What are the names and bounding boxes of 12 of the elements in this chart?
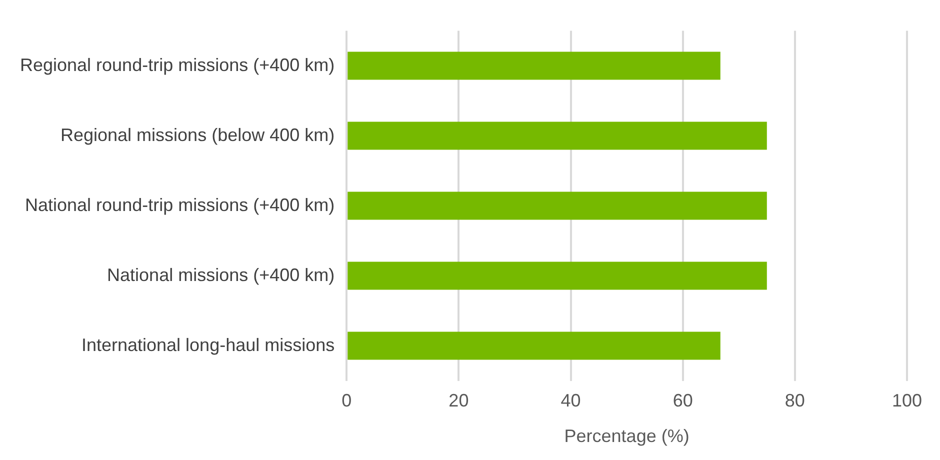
x-axis-title: Percentage (%) <box>564 426 690 446</box>
x-tick-label: 20 <box>448 390 469 411</box>
y-tick-label: Regional round-trip missions (+400 km) <box>20 54 335 75</box>
x-tick-label: 0 <box>342 390 352 411</box>
x-tick-label: 100 <box>892 390 922 411</box>
x-tick-label: 60 <box>672 390 693 411</box>
y-tick-label: National missions (+400 km) <box>107 264 335 285</box>
y-tick-label: National round-trip missions (+400 km) <box>25 194 335 215</box>
y-tick-label: International long-haul missions <box>81 334 335 355</box>
x-tick-label: 40 <box>560 390 581 411</box>
y-tick-label: Regional missions (below 400 km) <box>60 124 335 145</box>
x-tick-label: 80 <box>784 390 805 411</box>
